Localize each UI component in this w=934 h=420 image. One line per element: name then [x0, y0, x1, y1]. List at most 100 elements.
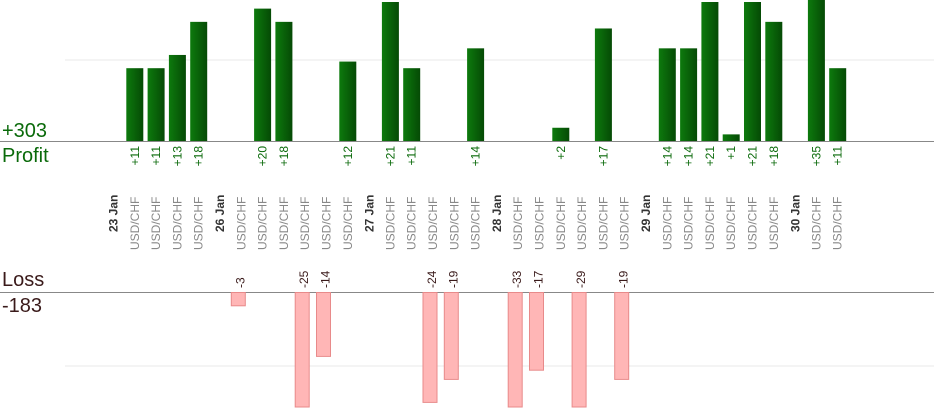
- loss-value-label: -24: [425, 270, 439, 288]
- profit-value-label: +11: [405, 146, 419, 166]
- pair-label: USD/CHF: [192, 197, 206, 250]
- loss-label: Loss: [2, 269, 45, 291]
- profit-bar: [744, 2, 761, 141]
- profit-bar: [594, 28, 612, 142]
- profit-bars: [126, 0, 847, 142]
- profit-bar: [552, 127, 570, 141]
- profit-value-label: +35: [809, 146, 823, 167]
- loss-bar: [422, 292, 438, 403]
- profit-value-label: +12: [341, 146, 355, 167]
- loss-bars: [230, 292, 630, 408]
- profit-value-label: +18: [277, 146, 291, 167]
- profit-bar: [339, 61, 357, 142]
- profit-bar: [701, 2, 719, 141]
- pair-label: USD/CHF: [426, 197, 440, 250]
- profit-value-label: +21: [746, 146, 760, 167]
- loss-bar: [614, 292, 630, 380]
- profit-bar: [126, 68, 144, 141]
- pair-label: USD/CHF: [703, 197, 717, 250]
- profit-bar: [829, 68, 847, 141]
- profit-value-label: +11: [128, 146, 142, 166]
- profit-value-label: +2: [554, 146, 568, 160]
- date-label: 27 Jan: [362, 195, 376, 232]
- gridlines: [65, 59, 934, 367]
- pair-label: USD/CHF: [746, 197, 760, 250]
- pair-label: USD/CHF: [533, 197, 547, 250]
- profit-value-label: +18: [192, 146, 206, 167]
- pair-label: USD/CHF: [128, 197, 142, 250]
- loss-value-label: -33: [510, 270, 524, 288]
- profit-bar: [722, 134, 740, 141]
- loss-bar: [443, 292, 459, 380]
- pair-label: USD/CHF: [320, 197, 334, 250]
- profit-total: +303: [2, 120, 48, 142]
- pair-label: USD/CHF: [831, 197, 845, 250]
- pair-label: USD/CHF: [596, 197, 610, 250]
- profit-bar: [254, 8, 272, 141]
- loss-bar: [316, 292, 331, 357]
- loss-value-label: -14: [319, 270, 333, 288]
- loss-total: -183: [2, 295, 43, 317]
- loss-bar: [571, 292, 587, 408]
- profit-bar: [658, 48, 676, 142]
- profit-bar: [275, 21, 293, 141]
- profit-bar: [168, 54, 186, 142]
- pair-label: USD/CHF: [405, 197, 419, 250]
- date-label: 29 Jan: [639, 195, 653, 232]
- profit-value-label: +21: [703, 146, 717, 167]
- loss-value-label: -19: [617, 270, 631, 288]
- loss-value-label: -3: [233, 277, 247, 288]
- profit-value-label: +20: [256, 146, 270, 167]
- pair-label: USD/CHF: [256, 197, 270, 250]
- date-label: 26 Jan: [213, 195, 227, 232]
- date-label: 23 Jan: [107, 195, 121, 232]
- pair-label: USD/CHF: [149, 197, 163, 250]
- profit-value-label: +17: [596, 146, 610, 167]
- category-labels: 23 Jan USD/CHF USD/CHF USD/CHF USD/CHF 26 Jan…: [107, 195, 845, 250]
- profit-bar: [403, 68, 421, 141]
- pair-label: USD/CHF: [170, 197, 184, 250]
- loss-value-label: -17: [532, 270, 546, 288]
- pair-label: USD/CHF: [469, 197, 483, 250]
- profit-value-label: +21: [383, 146, 397, 167]
- profit-value-label: +1: [724, 146, 738, 160]
- pair-label: USD/CHF: [511, 197, 525, 250]
- profit-bar: [467, 48, 485, 142]
- loss-bar: [294, 292, 310, 408]
- profit-label: Profit: [2, 145, 49, 167]
- profit-bar: [680, 48, 698, 142]
- baselines: [0, 141, 934, 293]
- pair-label: USD/CHF: [724, 197, 738, 250]
- profit-bar: [807, 0, 825, 141]
- profit-value-label: +11: [149, 146, 163, 166]
- profit-value-label: +14: [660, 146, 674, 167]
- pair-label: USD/CHF: [298, 197, 312, 250]
- pair-label: USD/CHF: [767, 197, 781, 250]
- profit-value-label: +13: [170, 146, 184, 167]
- bar-value-labels: +11 +11 +13 +18 -3 +20 +18 -25 -14 +12 +21 +11 -24 -1…: [128, 146, 845, 288]
- date-label: 30 Jan: [788, 195, 802, 232]
- pair-label: USD/CHF: [682, 197, 696, 250]
- pair-label: USD/CHF: [447, 197, 461, 250]
- pair-label: USD/CHF: [383, 197, 397, 250]
- loss-bar: [529, 292, 544, 371]
- profit-bar: [381, 2, 399, 141]
- profit-bar: [190, 21, 208, 141]
- pair-label: USD/CHF: [234, 197, 248, 250]
- loss-value-label: -25: [297, 270, 311, 288]
- pair-label: USD/CHF: [575, 197, 589, 250]
- date-label: 28 Jan: [490, 195, 504, 232]
- pair-label: USD/CHF: [618, 197, 632, 250]
- profit-value-label: +14: [682, 146, 696, 167]
- profit-bar: [147, 68, 165, 141]
- profit-bar: [765, 21, 783, 141]
- profit-value-label: +14: [469, 146, 483, 167]
- pair-label: USD/CHF: [554, 197, 568, 250]
- loss-value-label: -29: [574, 270, 588, 288]
- loss-bar: [230, 292, 246, 307]
- pair-label: USD/CHF: [277, 197, 291, 250]
- loss-bar: [507, 292, 523, 408]
- pair-label: USD/CHF: [809, 197, 823, 250]
- loss-value-label: -19: [446, 270, 460, 288]
